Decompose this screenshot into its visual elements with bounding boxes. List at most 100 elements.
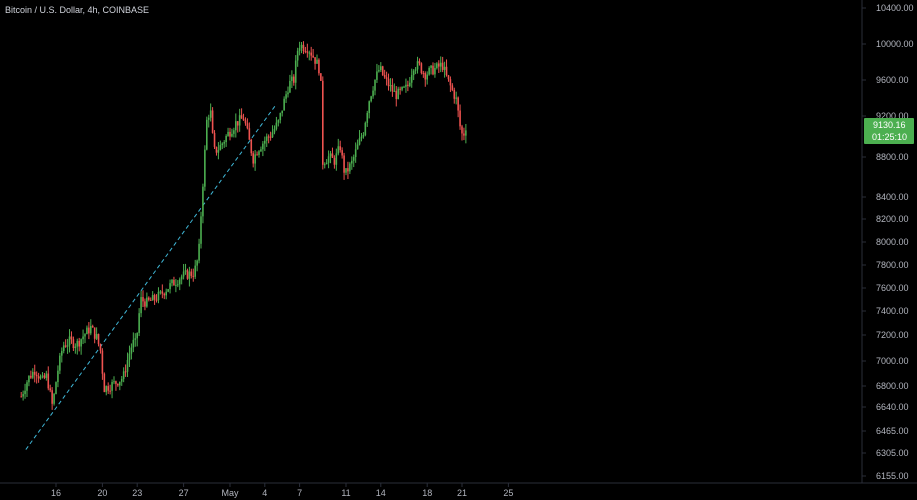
candle-body bbox=[233, 130, 235, 134]
candle-down bbox=[211, 107, 214, 134]
candle-body bbox=[169, 283, 171, 290]
y-tick-label: 8800.00 bbox=[876, 152, 909, 162]
candle-body bbox=[277, 120, 280, 123]
candle-body bbox=[149, 299, 152, 301]
candle-body bbox=[165, 291, 167, 296]
candle-body bbox=[351, 160, 353, 164]
candle-down bbox=[347, 161, 349, 180]
candle-up bbox=[323, 162, 326, 169]
candle-body bbox=[285, 94, 287, 99]
candle-down bbox=[391, 78, 394, 97]
candle-down bbox=[306, 43, 309, 58]
candle-down bbox=[399, 86, 401, 95]
candle-body bbox=[163, 293, 166, 296]
candle-down bbox=[153, 293, 156, 305]
candle-up bbox=[405, 78, 407, 93]
candle-body bbox=[401, 86, 403, 90]
candle-body bbox=[196, 260, 198, 266]
x-tick-label: 16 bbox=[51, 488, 61, 498]
candle-body bbox=[142, 297, 144, 302]
candle-body bbox=[80, 339, 82, 347]
candle-body bbox=[211, 110, 214, 133]
candle-body bbox=[111, 382, 113, 391]
candle-body bbox=[136, 332, 138, 339]
candle-up bbox=[380, 62, 382, 73]
y-tick-label: 6640.00 bbox=[876, 402, 909, 412]
candle-body bbox=[323, 164, 326, 166]
candle-body bbox=[124, 371, 127, 373]
candle-up bbox=[271, 125, 274, 138]
last-price-badge-bg bbox=[864, 118, 914, 144]
candle-body bbox=[291, 76, 293, 81]
candle-body bbox=[461, 126, 463, 134]
price-axis[interactable]: 10400.00 10000.00 9600.00 9200.00 8800.00 840… bbox=[862, 3, 914, 481]
candle-down bbox=[30, 370, 32, 379]
candle-body bbox=[449, 79, 452, 86]
candle-body bbox=[167, 289, 169, 292]
candle-down bbox=[101, 348, 104, 380]
candle-up bbox=[200, 211, 202, 249]
candle-body bbox=[140, 297, 142, 314]
candle-body bbox=[304, 51, 307, 53]
candle-body bbox=[447, 75, 450, 80]
candle-body bbox=[267, 136, 270, 138]
candle-body bbox=[68, 336, 71, 346]
x-tick-label: 14 bbox=[376, 488, 386, 498]
candle-body bbox=[177, 284, 179, 286]
candle-body bbox=[119, 381, 121, 386]
candle-down bbox=[318, 58, 320, 76]
candle-down bbox=[267, 134, 270, 144]
candle-body bbox=[271, 132, 274, 138]
candle-up bbox=[370, 95, 372, 103]
candle-body bbox=[88, 327, 90, 334]
candle-body bbox=[39, 376, 42, 379]
candle-body bbox=[155, 299, 158, 301]
y-tick-label: 7600.00 bbox=[876, 283, 909, 293]
candle-down bbox=[445, 59, 448, 77]
candle-body bbox=[153, 295, 156, 300]
candle-up bbox=[349, 161, 351, 175]
candle-body bbox=[264, 140, 266, 144]
dashed-trendline[interactable] bbox=[25, 103, 277, 450]
candle-body bbox=[49, 388, 51, 391]
candle-body bbox=[403, 86, 405, 88]
candle-up bbox=[207, 114, 210, 128]
candle-body bbox=[43, 375, 46, 378]
candle-down bbox=[47, 366, 50, 391]
time-axis[interactable]: 16 20 23 27 May 4 7 11 14 18 21 25 bbox=[51, 483, 513, 498]
candle-up bbox=[300, 41, 303, 54]
candle-down bbox=[341, 147, 343, 159]
candle-body bbox=[463, 133, 465, 136]
candle-up bbox=[389, 78, 392, 92]
candle-up bbox=[74, 343, 77, 354]
candle-up bbox=[401, 86, 403, 92]
candle-up bbox=[258, 149, 260, 158]
candle-body bbox=[366, 112, 369, 123]
candle-body bbox=[37, 376, 40, 379]
candle-body bbox=[337, 146, 340, 154]
candle-up bbox=[376, 63, 378, 83]
candle-up bbox=[28, 375, 30, 387]
candle-down bbox=[190, 268, 193, 279]
candle-body bbox=[159, 291, 162, 293]
candle-body bbox=[260, 149, 262, 152]
candle-up bbox=[206, 116, 208, 151]
candle-up bbox=[227, 127, 229, 137]
candle-up bbox=[372, 86, 374, 99]
candle-body bbox=[35, 374, 38, 377]
candle-body bbox=[289, 80, 291, 93]
candle-body bbox=[225, 135, 227, 143]
candle-up bbox=[285, 90, 287, 103]
candle-up bbox=[409, 77, 411, 88]
candle-up bbox=[316, 54, 318, 64]
candle-body bbox=[101, 350, 104, 374]
candle-body bbox=[405, 84, 407, 87]
candle-body bbox=[72, 339, 75, 349]
candle-body bbox=[374, 79, 376, 91]
candle-body bbox=[70, 336, 73, 340]
candle-body bbox=[64, 345, 67, 347]
candle-up bbox=[188, 266, 191, 287]
candle-up bbox=[265, 133, 268, 147]
candle-up bbox=[53, 392, 55, 406]
